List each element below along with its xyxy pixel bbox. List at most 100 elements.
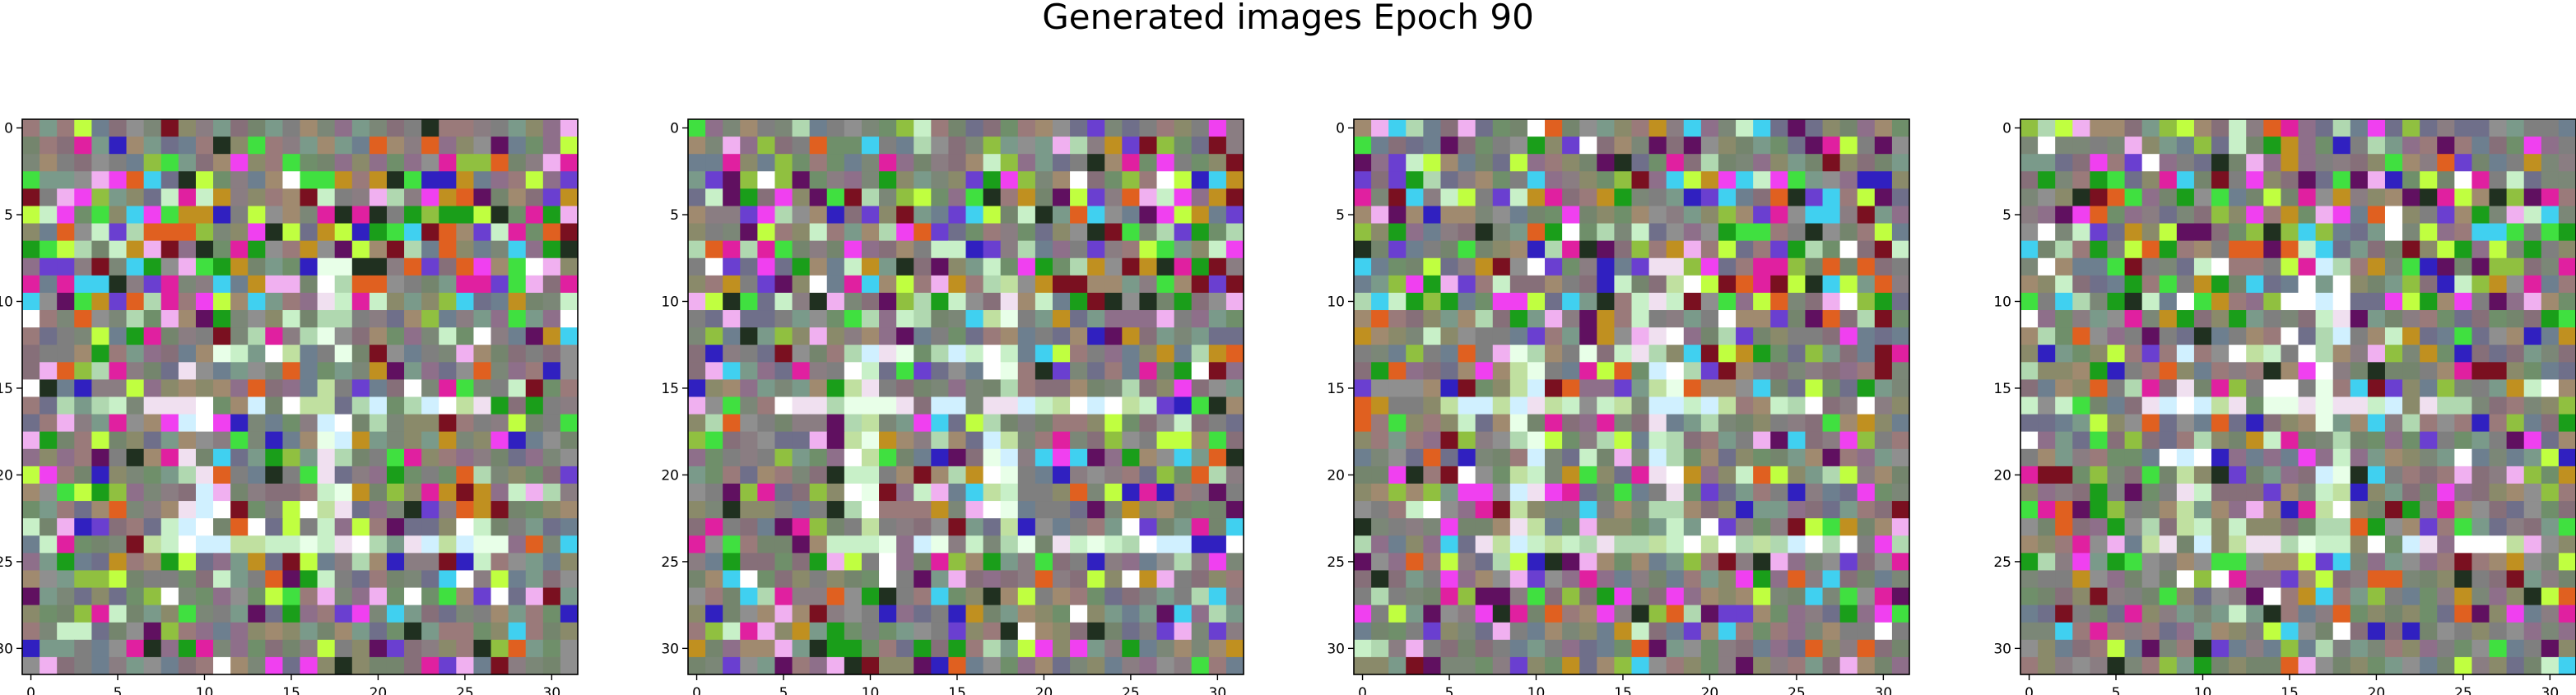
image-pixel bbox=[386, 553, 405, 572]
image-pixel bbox=[1000, 535, 1019, 554]
image-pixel bbox=[2454, 448, 2473, 467]
image-pixel bbox=[931, 553, 950, 572]
image-pixel bbox=[439, 171, 457, 189]
image-pixel bbox=[1052, 188, 1071, 207]
image-pixel bbox=[688, 448, 706, 467]
image-pixel bbox=[2124, 137, 2143, 155]
image-pixel bbox=[809, 345, 828, 363]
image-pixel bbox=[109, 362, 128, 381]
image-pixel bbox=[2246, 379, 2264, 398]
image-pixel bbox=[2281, 292, 2299, 311]
image-pixel bbox=[740, 327, 758, 345]
image-pixel bbox=[1174, 448, 1193, 467]
image-pixel bbox=[1354, 414, 1372, 433]
image-pixel bbox=[126, 257, 145, 276]
image-pixel bbox=[491, 137, 509, 155]
image-pixel bbox=[1174, 137, 1193, 155]
image-pixel bbox=[248, 622, 266, 641]
image-pixel bbox=[723, 396, 741, 415]
image-pixel bbox=[300, 639, 319, 658]
image-pixel bbox=[2229, 119, 2247, 137]
image-pixel bbox=[300, 448, 319, 467]
image-pixel bbox=[2384, 587, 2403, 606]
image-pixel bbox=[2315, 327, 2334, 345]
image-pixel bbox=[2315, 656, 2334, 675]
image-pixel bbox=[948, 310, 967, 328]
image-pixel bbox=[896, 431, 914, 450]
image-pixel bbox=[1631, 379, 1650, 398]
image-pixel bbox=[1700, 414, 1719, 433]
image-pixel bbox=[1406, 379, 1424, 398]
image-pixel bbox=[248, 501, 266, 519]
image-pixel bbox=[126, 171, 145, 189]
image-pixel bbox=[705, 379, 723, 398]
image-pixel bbox=[2471, 639, 2490, 658]
image-pixel bbox=[2263, 362, 2282, 381]
image-pixel bbox=[1839, 154, 1858, 172]
image-pixel bbox=[2020, 310, 2039, 328]
image-pixel bbox=[542, 310, 561, 328]
image-pixel bbox=[896, 553, 914, 572]
image-pixel bbox=[2090, 362, 2109, 381]
image-pixel bbox=[1122, 206, 1141, 225]
image-pixel bbox=[1354, 639, 1372, 658]
image-pixel bbox=[1087, 570, 1105, 589]
image-pixel bbox=[705, 154, 723, 172]
image-pixel bbox=[2038, 605, 2056, 623]
image-pixel bbox=[1718, 639, 1737, 658]
image-pixel bbox=[126, 223, 145, 242]
image-pixel bbox=[1509, 137, 1528, 155]
image-pixel bbox=[2281, 171, 2299, 189]
image-pixel bbox=[57, 154, 75, 172]
image-pixel bbox=[2229, 605, 2247, 623]
image-pixel bbox=[2020, 188, 2039, 207]
image-pixel bbox=[1631, 518, 1650, 536]
image-pixel bbox=[508, 154, 527, 172]
image-pixel bbox=[2246, 171, 2264, 189]
image-pixel bbox=[1000, 137, 1019, 155]
image-pixel bbox=[126, 206, 145, 225]
image-pixel bbox=[1874, 622, 1893, 641]
image-pixel bbox=[1122, 362, 1141, 381]
image-pixel bbox=[792, 206, 811, 225]
image-pixel bbox=[1191, 240, 1210, 259]
image-pixel bbox=[1475, 188, 1494, 207]
image-pixel bbox=[774, 570, 793, 589]
image-pixel bbox=[1440, 605, 1459, 623]
image-pixel bbox=[2315, 223, 2334, 242]
image-pixel bbox=[2176, 206, 2195, 225]
image-pixel bbox=[1225, 188, 1244, 207]
image-pixel bbox=[2038, 292, 2056, 311]
image-pixel bbox=[1139, 327, 1158, 345]
image-pixel bbox=[757, 396, 776, 415]
image-pixel bbox=[404, 327, 422, 345]
image-pixel bbox=[491, 188, 509, 207]
image-pixel bbox=[542, 483, 561, 502]
image-pixel bbox=[1891, 310, 1910, 328]
image-pixel bbox=[2471, 656, 2490, 675]
image-pixel bbox=[1736, 206, 1754, 225]
image-pixel bbox=[879, 466, 897, 484]
image-pixel bbox=[1805, 223, 1824, 242]
image-pixel bbox=[1891, 501, 1910, 519]
image-pixel bbox=[2437, 292, 2455, 311]
image-pixel bbox=[757, 656, 776, 675]
image-pixel bbox=[1579, 379, 1597, 398]
image-pixel bbox=[2141, 639, 2160, 658]
image-pixel bbox=[1087, 154, 1105, 172]
image-pixel bbox=[1174, 656, 1193, 675]
image-pixel bbox=[1614, 345, 1633, 363]
image-pixel bbox=[879, 240, 897, 259]
image-pixel bbox=[2437, 501, 2455, 519]
image-pixel bbox=[369, 570, 388, 589]
image-pixel bbox=[22, 605, 40, 623]
image-pixel bbox=[1718, 137, 1737, 155]
image-pixel bbox=[1770, 431, 1788, 450]
image-pixel bbox=[1700, 396, 1719, 415]
image-pixel bbox=[1139, 206, 1158, 225]
image-pixel bbox=[404, 310, 422, 328]
image-pixel bbox=[2211, 396, 2230, 415]
image-pixel bbox=[965, 639, 984, 658]
image-pixel bbox=[1562, 501, 1580, 519]
image-pixel bbox=[1492, 362, 1511, 381]
